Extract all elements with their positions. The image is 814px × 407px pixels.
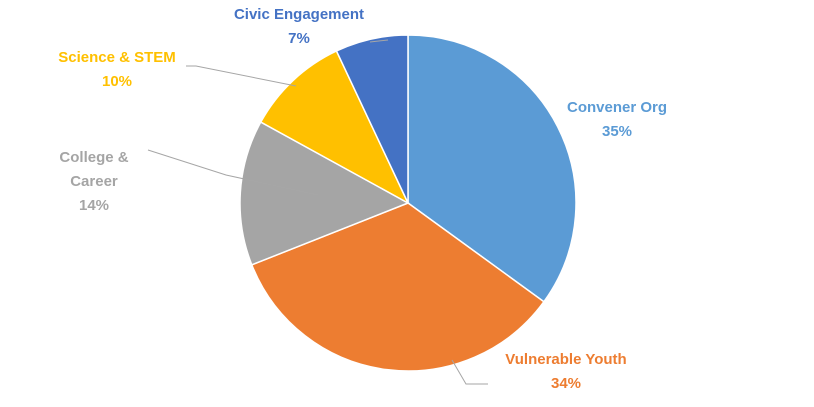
slice-category-label: College & — [59, 149, 128, 166]
pie-slice-college-career — [239, 121, 410, 266]
pie-slices — [239, 34, 577, 372]
pie-slice-vulnerable-youth — [250, 202, 545, 372]
slice-category-label: Convener Org — [567, 99, 667, 116]
slice-value-label: 14% — [79, 197, 109, 214]
slice-value-label: 35% — [602, 123, 632, 140]
slice-label-science-stem: Science & STEM 10% — [58, 49, 176, 90]
slice-category-label: Career — [70, 173, 118, 190]
leader-line-civic-engagement — [369, 39, 389, 43]
pie-slice-science-stem — [259, 49, 410, 205]
leader-line-science-stem — [186, 65, 297, 87]
slice-category-label: Civic Engagement — [234, 6, 364, 23]
pie-slice-civic-engagement — [335, 34, 409, 204]
slice-value-label: 34% — [551, 375, 581, 392]
slice-label-civic-engagement: Civic Engagement 7% — [234, 6, 364, 47]
slice-category-label: Science & STEM — [58, 49, 176, 66]
leader-lines — [147, 39, 488, 385]
slice-category-label: Vulnerable Youth — [505, 351, 626, 368]
slice-label-convener-org: Convener Org 35% — [567, 99, 667, 140]
pie-slice-convener-org — [407, 34, 577, 303]
leader-line-vulnerable-youth — [451, 359, 488, 385]
slice-labels: Convener Org 35% Vulnerable Youth 34% Colleg… — [58, 6, 667, 392]
leader-line-college-career — [147, 149, 319, 196]
slice-value-label: 10% — [102, 73, 132, 90]
slice-value-label: 7% — [288, 30, 310, 47]
slice-label-college-career: College & Career 14% — [59, 149, 128, 214]
slice-label-vulnerable-youth: Vulnerable Youth 34% — [505, 351, 626, 392]
